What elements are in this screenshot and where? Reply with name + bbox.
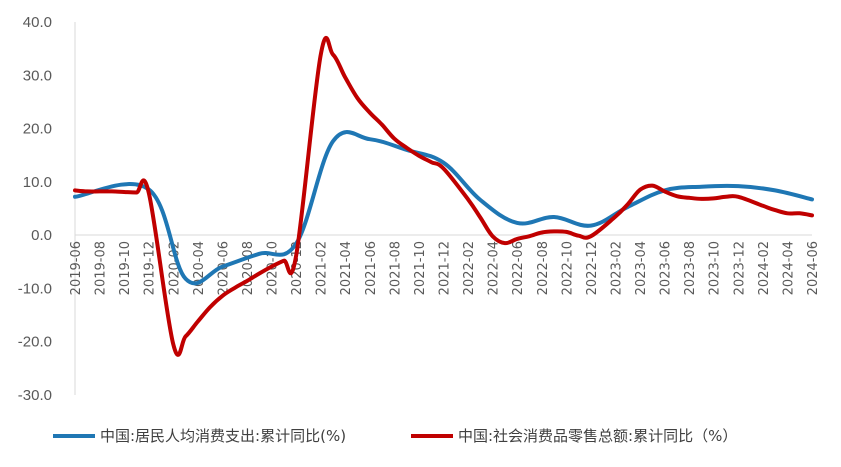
- legend: 中国:居民人均消费支出:累计同比(%) 中国:社会消费品零售总额:累计同比（%）: [53, 427, 737, 445]
- x-tick-label: 2023-12: [732, 241, 747, 295]
- legend-label-1: 中国:居民人均消费支出:累计同比(%): [100, 427, 346, 445]
- x-tick-label: 2022-08: [536, 241, 551, 295]
- x-tick-label: 2019-10: [118, 241, 133, 295]
- x-tick-label: 2022-12: [585, 241, 600, 295]
- x-tick-label: 2021-06: [364, 241, 379, 295]
- x-tick-label: 2022-02: [462, 241, 477, 295]
- y-tick-label: 20.0: [23, 121, 52, 138]
- y-tick-label: 10.0: [23, 174, 52, 191]
- x-tick-label: 2021-12: [438, 241, 453, 295]
- y-tick-label: -20.0: [18, 334, 52, 351]
- y-tick-label: -10.0: [18, 280, 52, 297]
- axes: 40.0 30.0 20.0 10.0 0.0 -10.0 -20.0 -30.0 2019-0…: [18, 14, 821, 404]
- x-tick-label: 2023-04: [634, 241, 649, 295]
- x-tick-label: 2020-04: [192, 241, 207, 295]
- x-tick-label: 2019-08: [94, 241, 109, 295]
- series-line-2: [73, 35, 814, 357]
- x-tick-label: 2021-04: [339, 241, 354, 295]
- x-tick-label: 2021-10: [413, 241, 428, 295]
- x-tick-label: 2021-08: [388, 241, 403, 295]
- x-tick-label: 2023-10: [708, 241, 723, 295]
- x-tick-label: 2020-08: [241, 241, 256, 295]
- y-tick-label: -30.0: [18, 387, 52, 404]
- x-tick-label: 2023-08: [683, 241, 698, 295]
- series-line-1: [73, 130, 814, 286]
- x-tick-label: 2019-12: [143, 241, 158, 295]
- legend-label-2: 中国:社会消费品零售总额:累计同比（%）: [458, 427, 737, 445]
- x-tick-label: 2022-06: [511, 241, 526, 295]
- series-layer: [73, 35, 814, 357]
- y-tick-label: 30.0: [23, 67, 52, 84]
- x-tick-label: 2024-06: [806, 241, 821, 295]
- x-tick-label: 2022-10: [560, 241, 575, 295]
- x-tick-label: 2020-02: [167, 241, 182, 295]
- x-tick-label: 2024-04: [781, 241, 796, 295]
- x-tick-label: 2022-04: [487, 241, 502, 295]
- x-tick-label: 2021-02: [315, 241, 330, 295]
- y-tick-label: 40.0: [23, 14, 52, 31]
- x-tick-label: 2019-06: [69, 241, 84, 295]
- x-tick-label: 2024-02: [757, 241, 772, 295]
- x-tick-label: 2023-02: [609, 241, 624, 295]
- x-tick-label: 2023-06: [659, 241, 674, 295]
- y-tick-label: 0.0: [31, 227, 52, 244]
- x-tick-label: 2020-12: [290, 241, 305, 295]
